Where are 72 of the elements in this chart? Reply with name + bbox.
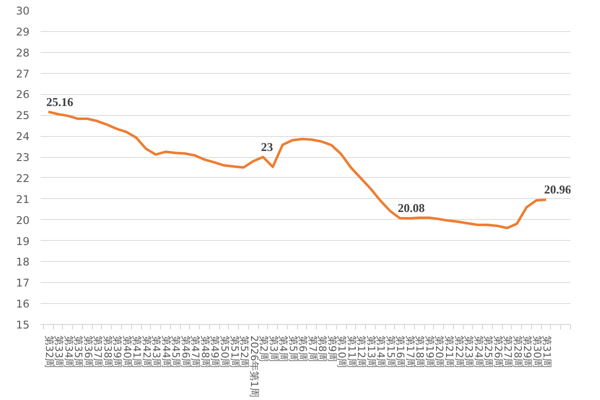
x-tick-label: 第2周: [258, 336, 270, 362]
x-tick-label: 第32周: [42, 336, 55, 368]
x-tick-label: 第13周: [364, 336, 377, 368]
x-tick-label: 第28周: [511, 336, 524, 368]
x-tick-label: 第36周: [82, 336, 94, 368]
x-tick-label: 第25周: [482, 336, 494, 368]
x-tick-label: 第48周: [198, 336, 211, 368]
x-tick-label: 第30周: [530, 336, 543, 368]
x-tick-label: 第27周: [502, 336, 514, 368]
y-tick-label: 30: [16, 4, 30, 18]
x-tick-label: 第46周: [179, 336, 192, 368]
x-tick-label: 第40周: [120, 336, 133, 368]
x-tick-label: 第41周: [130, 336, 143, 368]
x-tick-label: 第6周: [296, 336, 309, 362]
x-tick-label: 第26周: [492, 336, 504, 368]
x-tick-label: 第12周: [355, 336, 368, 368]
x-tick-label: 第18周: [414, 336, 426, 368]
y-tick-label: 25: [16, 109, 30, 122]
y-tick-label: 26: [16, 88, 30, 102]
x-tick-label: 第49周: [208, 336, 221, 368]
x-tick-label: 第23周: [462, 336, 475, 368]
x-tick-label: 第37周: [92, 336, 104, 368]
x-tick-label: 第20周: [433, 336, 446, 368]
y-tick-label: 24: [16, 130, 30, 144]
y-tick-label: 27: [16, 67, 30, 80]
y-tick-label: 16: [16, 298, 30, 311]
x-tick-label: 第42周: [140, 336, 152, 368]
y-tick-label: 21: [16, 192, 30, 206]
y-tick-label: 19: [16, 234, 30, 248]
x-tick-label: 第43周: [150, 336, 162, 368]
x-tick-label: 第24周: [472, 336, 484, 368]
y-tick-label: 15: [16, 318, 30, 332]
x-tick-label: 第10周: [336, 336, 348, 368]
x-tick-label: 第44周: [160, 336, 172, 368]
x-tick-label: 第29周: [521, 336, 534, 368]
data-label: 25.16: [46, 94, 74, 109]
x-tick-label: 第51周: [228, 336, 240, 368]
y-tick-label: 22: [16, 172, 30, 185]
x-tick-label: 第9周: [326, 336, 338, 362]
x-tick-label: 第3周: [267, 336, 280, 362]
x-tick-label: 第38周: [101, 336, 114, 368]
x-tick-label: 第19周: [423, 336, 436, 368]
x-tick-label: 第14周: [374, 336, 387, 368]
x-tick-label: 第35周: [72, 336, 84, 368]
data-label: 23: [261, 140, 274, 154]
x-tick-label: 第11周: [345, 336, 358, 368]
x-tick-label: 第8周: [316, 336, 328, 362]
x-tick-label: 第15周: [384, 336, 396, 368]
y-tick-label: 23: [16, 151, 30, 164]
y-tick-label: 17: [16, 276, 30, 290]
x-tick-label: 第4周: [277, 336, 290, 362]
x-tick-label: 第22周: [452, 336, 465, 368]
x-tick-label: 第47周: [189, 336, 202, 368]
data-label: 20.96: [544, 182, 572, 197]
y-tick-label: 20: [16, 214, 30, 227]
x-tick-label: 第16周: [394, 336, 406, 368]
x-tick-label: 第39周: [111, 336, 124, 368]
data-label: 20.08: [398, 201, 425, 216]
y-tick-label: 18: [16, 256, 30, 269]
x-tick-label: 第17周: [404, 336, 416, 368]
x-tick-label: 第45周: [170, 336, 182, 368]
x-tick-label: 第5周: [286, 336, 299, 362]
y-tick-label: 28: [16, 46, 30, 60]
x-tick-label: 第50周: [218, 336, 230, 368]
x-tick-label: 第33周: [52, 336, 65, 368]
x-tick-label: 2026年第1周: [248, 336, 260, 398]
x-tick-label: 第52周: [238, 336, 250, 368]
y-tick-label: 29: [16, 25, 30, 38]
x-tick-label: 第21周: [442, 336, 455, 368]
x-tick-label: 第7周: [306, 336, 318, 362]
x-tick-label: 第34周: [62, 336, 74, 368]
x-tick-label: 第31周: [540, 336, 553, 368]
